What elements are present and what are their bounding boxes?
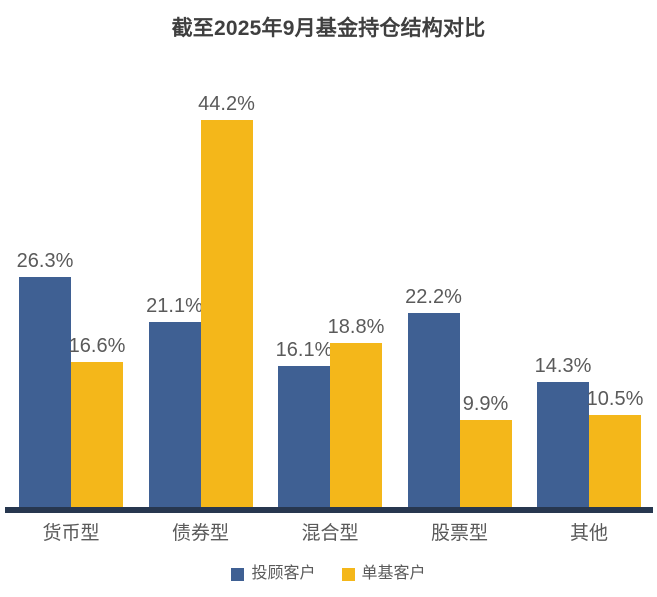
bar-投顾客户-股票型[interactable] — [407, 312, 460, 507]
bar-投顾客户-混合型[interactable] — [278, 366, 330, 507]
category-label-股票型: 股票型 — [430, 523, 489, 544]
bar-value-label: 21.1% — [146, 295, 203, 318]
chart-legend: 投顾客户 单基客户 — [0, 566, 657, 582]
bar-value-label: 16.6% — [68, 334, 126, 357]
category-label-货币型: 货币型 — [42, 523, 100, 544]
bar-单基客户-股票型[interactable] — [459, 420, 512, 507]
legend-swatch-icon — [231, 567, 245, 581]
bar-value-label: 22.2% — [405, 285, 462, 308]
legend-swatch-icon — [341, 567, 355, 581]
x-axis-category-labels: 货币型 债券型 混合型 股票型 其他 — [0, 518, 657, 552]
bar-投顾客户-债券型[interactable] — [148, 322, 201, 507]
bar-单基客户-货币型[interactable] — [71, 361, 123, 507]
bar-value-label: 16.1% — [275, 339, 333, 362]
bar-投顾客户-货币型[interactable] — [19, 276, 71, 507]
bar-value-label: 26.3% — [16, 249, 74, 272]
bar-单基客户-其他[interactable] — [589, 415, 641, 507]
bar-value-label: 9.9% — [462, 393, 509, 416]
bar-单基客户-混合型[interactable] — [330, 342, 382, 507]
legend-item-投顾客户[interactable]: 投顾客户 — [231, 565, 316, 582]
legend-label: 单基客户 — [361, 565, 426, 582]
bar-投顾客户-其他[interactable] — [537, 381, 589, 507]
plot-area: 26.3% 16.6% 21.1% 44.2% 16.1% 18.8% 22.2% 9.9% 1… — [16, 93, 644, 507]
category-label-其他: 其他 — [569, 523, 609, 544]
x-axis-line — [5, 507, 653, 513]
bar-单基客户-债券型[interactable] — [200, 120, 253, 507]
legend-label: 投顾客户 — [251, 565, 316, 582]
category-label-混合型: 混合型 — [301, 523, 359, 544]
bar-value-label: 14.3% — [534, 354, 592, 377]
bar-value-label: 44.2% — [198, 93, 255, 116]
bar-value-label: 10.5% — [586, 388, 644, 411]
legend-item-单基客户[interactable]: 单基客户 — [341, 565, 426, 582]
category-label-债券型: 债券型 — [171, 523, 230, 544]
chart-title: 截至2025年9月基金持仓结构对比 — [171, 17, 486, 40]
bar-value-label: 18.8% — [327, 315, 385, 338]
